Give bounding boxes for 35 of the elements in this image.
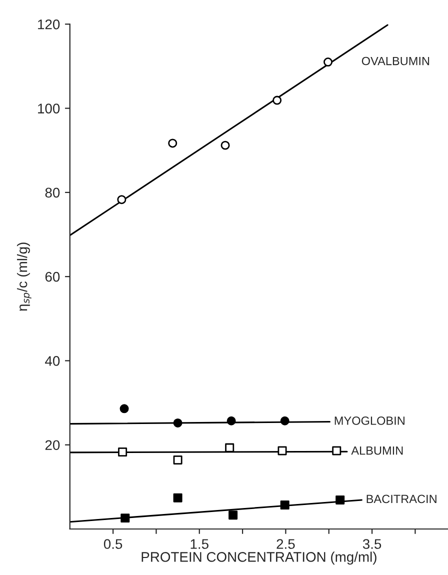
x-axis-title: PROTEIN CONCENTRATION (mg/ml) (142, 552, 376, 565)
point (173, 456, 182, 465)
point (278, 446, 287, 456)
y-tick-label: 100 (38, 104, 60, 114)
point (280, 416, 290, 426)
point (173, 418, 182, 428)
point (120, 514, 130, 523)
point (228, 510, 238, 520)
point (324, 58, 333, 67)
point (280, 500, 290, 510)
series-label: BACITRACIN (366, 494, 436, 504)
y-tick-label: 20 (45, 440, 60, 450)
series-label: ALBUMIN (351, 446, 403, 455)
x-tick-label: 3.5 (362, 539, 382, 549)
point (220, 140, 230, 150)
point (332, 446, 342, 456)
y-tick-label: 80 (45, 188, 60, 198)
point (120, 404, 129, 414)
y-axis-title: η$_{sp}$/c (ml/g) (16, 242, 32, 311)
point (168, 138, 178, 148)
y-tick-label: 60 (45, 272, 60, 282)
y-tick-label: 40 (45, 356, 60, 366)
point (225, 443, 234, 452)
point (226, 416, 236, 426)
point (336, 495, 345, 504)
x-tick-label: 2.5 (276, 539, 295, 549)
point (117, 195, 126, 204)
y-tick-label: 120 (38, 19, 60, 30)
point (118, 448, 128, 457)
point (272, 96, 282, 105)
x-tick-label: 1.5 (190, 539, 208, 549)
text: OVALBUMIN (362, 56, 430, 66)
series-label: MYOGLOBIN (334, 416, 404, 425)
x-tick-label: 0.5 (104, 539, 122, 549)
point (173, 493, 182, 502)
